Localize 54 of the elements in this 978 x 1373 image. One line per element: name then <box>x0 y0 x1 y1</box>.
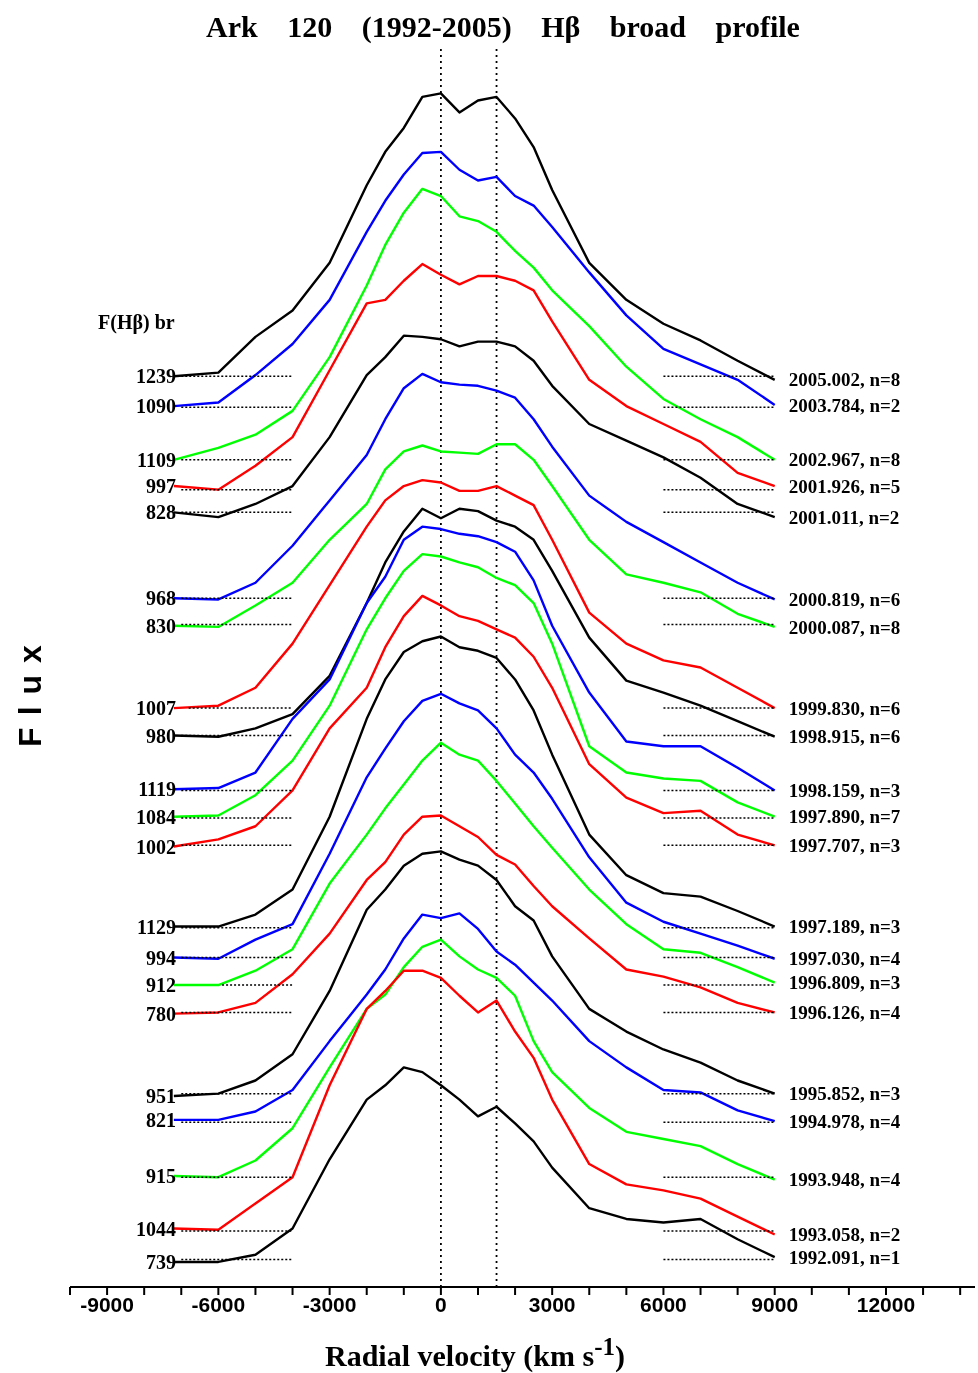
annotation: 968 <box>146 587 176 610</box>
x-tick-label: 3000 <box>528 1292 576 1316</box>
annotation: F(Hβ) br <box>98 311 175 334</box>
series-label: 1997.030, n=4 <box>788 948 901 970</box>
series-label: 2003.784, n=2 <box>788 394 901 416</box>
annotation: 821 <box>146 1108 176 1131</box>
series-label: 1993.058, n=2 <box>788 1224 901 1246</box>
series-label: 1992.091, n=1 <box>788 1246 901 1268</box>
x-tick-label: -3000 <box>302 1292 357 1316</box>
series-label: 2000.819, n=6 <box>788 589 901 611</box>
y-axis-title: Flux <box>11 633 49 747</box>
series-label: 1997.707, n=3 <box>788 835 901 856</box>
annotation: 1239 <box>136 365 176 388</box>
x-axis-title: Radial velocity (km s$^{-1}$) <box>324 1333 626 1373</box>
chart-title: Ark 120 (1992-2005) Hβ broad profile <box>205 10 801 44</box>
x-tick-label: 0 <box>435 1292 447 1316</box>
series-label: 1998.915, n=6 <box>788 726 901 748</box>
annotation: 828 <box>146 501 176 524</box>
annotation: 1002 <box>136 835 176 858</box>
annotation: 1044 <box>136 1217 176 1240</box>
series-label: 2001.011, n=2 <box>788 506 900 528</box>
annotation: 739 <box>146 1250 176 1273</box>
series-label: 1996.126, n=4 <box>788 1002 901 1024</box>
annotation: 830 <box>146 614 176 637</box>
series-label: 1993.948, n=4 <box>788 1169 901 1191</box>
x-tick-label: 6000 <box>640 1292 687 1316</box>
annotation: 1084 <box>136 805 176 828</box>
annotation: 994 <box>146 946 176 969</box>
x-tick-label: -6000 <box>191 1292 246 1316</box>
series-label: 1996.809, n=3 <box>788 972 901 994</box>
x-tick-label: -9000 <box>80 1292 134 1316</box>
annotation: 1109 <box>137 448 176 471</box>
annotation: 951 <box>146 1085 176 1108</box>
series-label: 2005.002, n=8 <box>788 369 901 391</box>
series-label: 1999.830, n=6 <box>788 697 901 719</box>
annotation: 1090 <box>136 395 176 418</box>
annotation: 780 <box>146 1002 176 1025</box>
series-label: 1998.159, n=3 <box>788 780 901 802</box>
series-label: 1995.852, n=3 <box>788 1083 901 1105</box>
x-tick-label: 9000 <box>751 1292 799 1316</box>
series-label: 2001.926, n=5 <box>788 475 901 497</box>
annotation: 1119 <box>138 778 176 801</box>
annotation: 912 <box>146 974 176 997</box>
annotation: 1129 <box>137 915 176 938</box>
annotation: 915 <box>146 1164 176 1187</box>
series-label: 1997.890, n=7 <box>788 806 901 828</box>
annotation: 997 <box>146 475 176 498</box>
annotation: 1007 <box>136 697 176 720</box>
annotation: 980 <box>146 724 176 747</box>
series-label: 1994.978, n=4 <box>788 1110 901 1132</box>
series-label: 1997.189, n=3 <box>788 916 901 938</box>
series-label: 2002.967, n=8 <box>788 449 901 471</box>
series-label: 2000.087, n=8 <box>788 616 901 638</box>
x-tick-label: 12000 <box>856 1292 916 1316</box>
